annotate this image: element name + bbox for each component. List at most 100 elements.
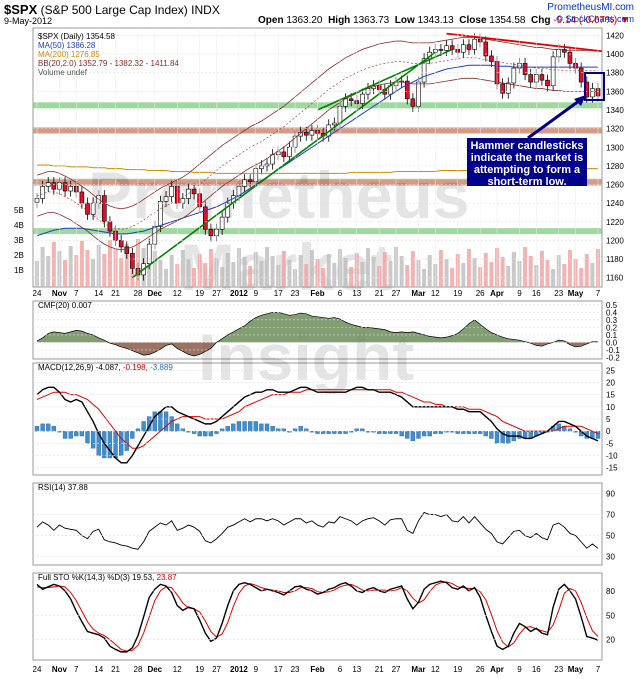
x-tick-bottom-22: 26 xyxy=(476,665,485,674)
macd-line xyxy=(36,386,599,464)
price-tick-7: 1300 xyxy=(606,143,624,152)
legend-bb: BB(20,2.0) 1352.79 - 1382.32 - 1411.84 xyxy=(38,59,179,68)
x-tick-top-17: 21 xyxy=(375,289,384,298)
macd-hist-65 xyxy=(399,431,404,437)
macd-hist-68 xyxy=(416,431,421,439)
macd-tick-6: 15 xyxy=(606,391,615,400)
legend-price: $SPX (Daily) 1354.58 xyxy=(38,32,115,41)
volume-bar-69 xyxy=(422,269,427,287)
cmf-negative-area xyxy=(37,342,598,356)
price-legend: $SPX (Daily) 1354.58 MA(50) 1386.28 MA(2… xyxy=(38,32,179,77)
x-tick-top-0: 24 xyxy=(33,289,42,298)
price-tick-12: 1400 xyxy=(606,50,624,59)
hammer-highlight-box xyxy=(584,72,605,101)
x-tick-top-28: 7 xyxy=(596,289,601,298)
volume-bar-62 xyxy=(382,252,387,287)
cmf-tick-0: -0.2 xyxy=(606,353,620,362)
x-tick-bottom-15: 6 xyxy=(338,665,343,674)
candle-body-99 xyxy=(590,88,595,98)
macd-hist-95 xyxy=(567,428,573,432)
volume-bar-15 xyxy=(119,258,124,287)
macd-hist-32 xyxy=(214,431,219,434)
site-link[interactable]: PrometheusMI.com xyxy=(547,2,634,13)
close-value: 1354.58 xyxy=(489,15,526,26)
x-tick-bottom-19: Mar xyxy=(411,665,425,674)
macd-tick-8: 25 xyxy=(606,366,615,375)
x-tick-top-19: Mar xyxy=(411,289,425,298)
volume-bar-85 xyxy=(511,252,516,287)
macd-hist-35 xyxy=(231,423,236,432)
volume-bar-80 xyxy=(483,253,488,287)
volume-bar-22 xyxy=(158,260,163,287)
candle-body-78 xyxy=(472,38,477,50)
macd-hist-51 xyxy=(320,431,326,434)
x-tick-top-7: 12 xyxy=(173,289,182,298)
candle-body-27 xyxy=(186,188,191,199)
x-tick-top-5: 28 xyxy=(134,289,143,298)
volume-tick-1: 2B xyxy=(14,251,24,260)
macd-hist-55 xyxy=(343,431,348,434)
volume-bar-40 xyxy=(259,261,264,287)
chart-date: 9-May-2012 xyxy=(4,16,53,26)
index-name: (S&P 500 Large Cap Index) xyxy=(40,3,188,17)
ohlc-readout: Open 1363.20 High 1363.73 Low 1343.13 Cl… xyxy=(258,15,630,26)
candle-body-56 xyxy=(348,98,354,101)
x-tick-bottom-3: 14 xyxy=(94,665,103,674)
volume-bar-56 xyxy=(349,267,354,287)
volume-bar-88 xyxy=(528,256,533,287)
symbol: $SPX xyxy=(4,2,38,17)
cmf-tick-2: 0.0 xyxy=(606,338,618,347)
macd-label-b: -0.198, xyxy=(123,363,148,372)
sto-label-a: Full STO %K(14,3) %D(3) 19.53, xyxy=(38,573,154,582)
candle-body-83 xyxy=(500,83,505,94)
volume-bar-77 xyxy=(466,249,471,287)
rsi-label: RSI(14) 37.88 xyxy=(38,483,88,492)
macd-hist-26 xyxy=(180,428,186,432)
volume-bar-47 xyxy=(298,255,303,287)
macd-hist-48 xyxy=(304,428,309,432)
price-tick-6: 1280 xyxy=(606,162,624,171)
x-tick-top-4: 21 xyxy=(111,289,120,298)
macd-hist-37 xyxy=(242,421,247,432)
macd-hist-28 xyxy=(191,431,197,434)
candle-body-17 xyxy=(130,253,135,269)
macd-hist-63 xyxy=(388,431,393,434)
x-tick-bottom-4: 21 xyxy=(111,665,120,674)
macd-hist-31 xyxy=(208,431,214,437)
macd-hist-42 xyxy=(270,426,275,432)
macd-tick-4: 5 xyxy=(606,415,611,424)
price-tick-5: 1260 xyxy=(606,181,624,190)
macd-hist-72 xyxy=(438,431,444,434)
x-tick-top-10: 2012 xyxy=(230,289,248,298)
open-label: Open xyxy=(258,15,284,26)
macd-tick-0: -15 xyxy=(606,464,618,473)
macd-panel xyxy=(34,386,601,464)
candle-body-8 xyxy=(79,191,85,204)
x-tick-bottom-13: 23 xyxy=(291,665,300,674)
annotation-line-4: short-term low. xyxy=(487,176,567,188)
price-tick-0: 1160 xyxy=(606,274,624,283)
macd-hist-38 xyxy=(248,421,253,432)
x-tick-bottom-24: 9 xyxy=(517,665,522,674)
macd-hist-8 xyxy=(79,431,85,437)
macd-hist-17 xyxy=(130,431,135,439)
volume-tick-0: 1B xyxy=(14,266,24,275)
macd-hist-36 xyxy=(236,421,242,432)
sto-panel xyxy=(36,580,599,653)
rsi-tick-0: 30 xyxy=(606,553,615,562)
macd-hist-22 xyxy=(158,411,163,432)
volume-bar-9 xyxy=(85,250,90,287)
macd-hist-61 xyxy=(377,431,382,434)
x-tick-top-11: 9 xyxy=(254,289,259,298)
macd-hist-62 xyxy=(382,431,387,434)
macd-hist-14 xyxy=(113,431,118,459)
volume-bar-66 xyxy=(405,265,410,287)
chart-title: $SPX (S&P 500 Large Cap Index) INDX xyxy=(4,2,220,17)
x-tick-top-24: 9 xyxy=(517,289,522,298)
frame-rsi xyxy=(32,482,603,566)
uptrend-line-1 xyxy=(131,51,436,279)
candle-body-49 xyxy=(309,130,315,136)
candle-body-6 xyxy=(68,186,73,192)
chg-label: Chg xyxy=(531,15,551,26)
